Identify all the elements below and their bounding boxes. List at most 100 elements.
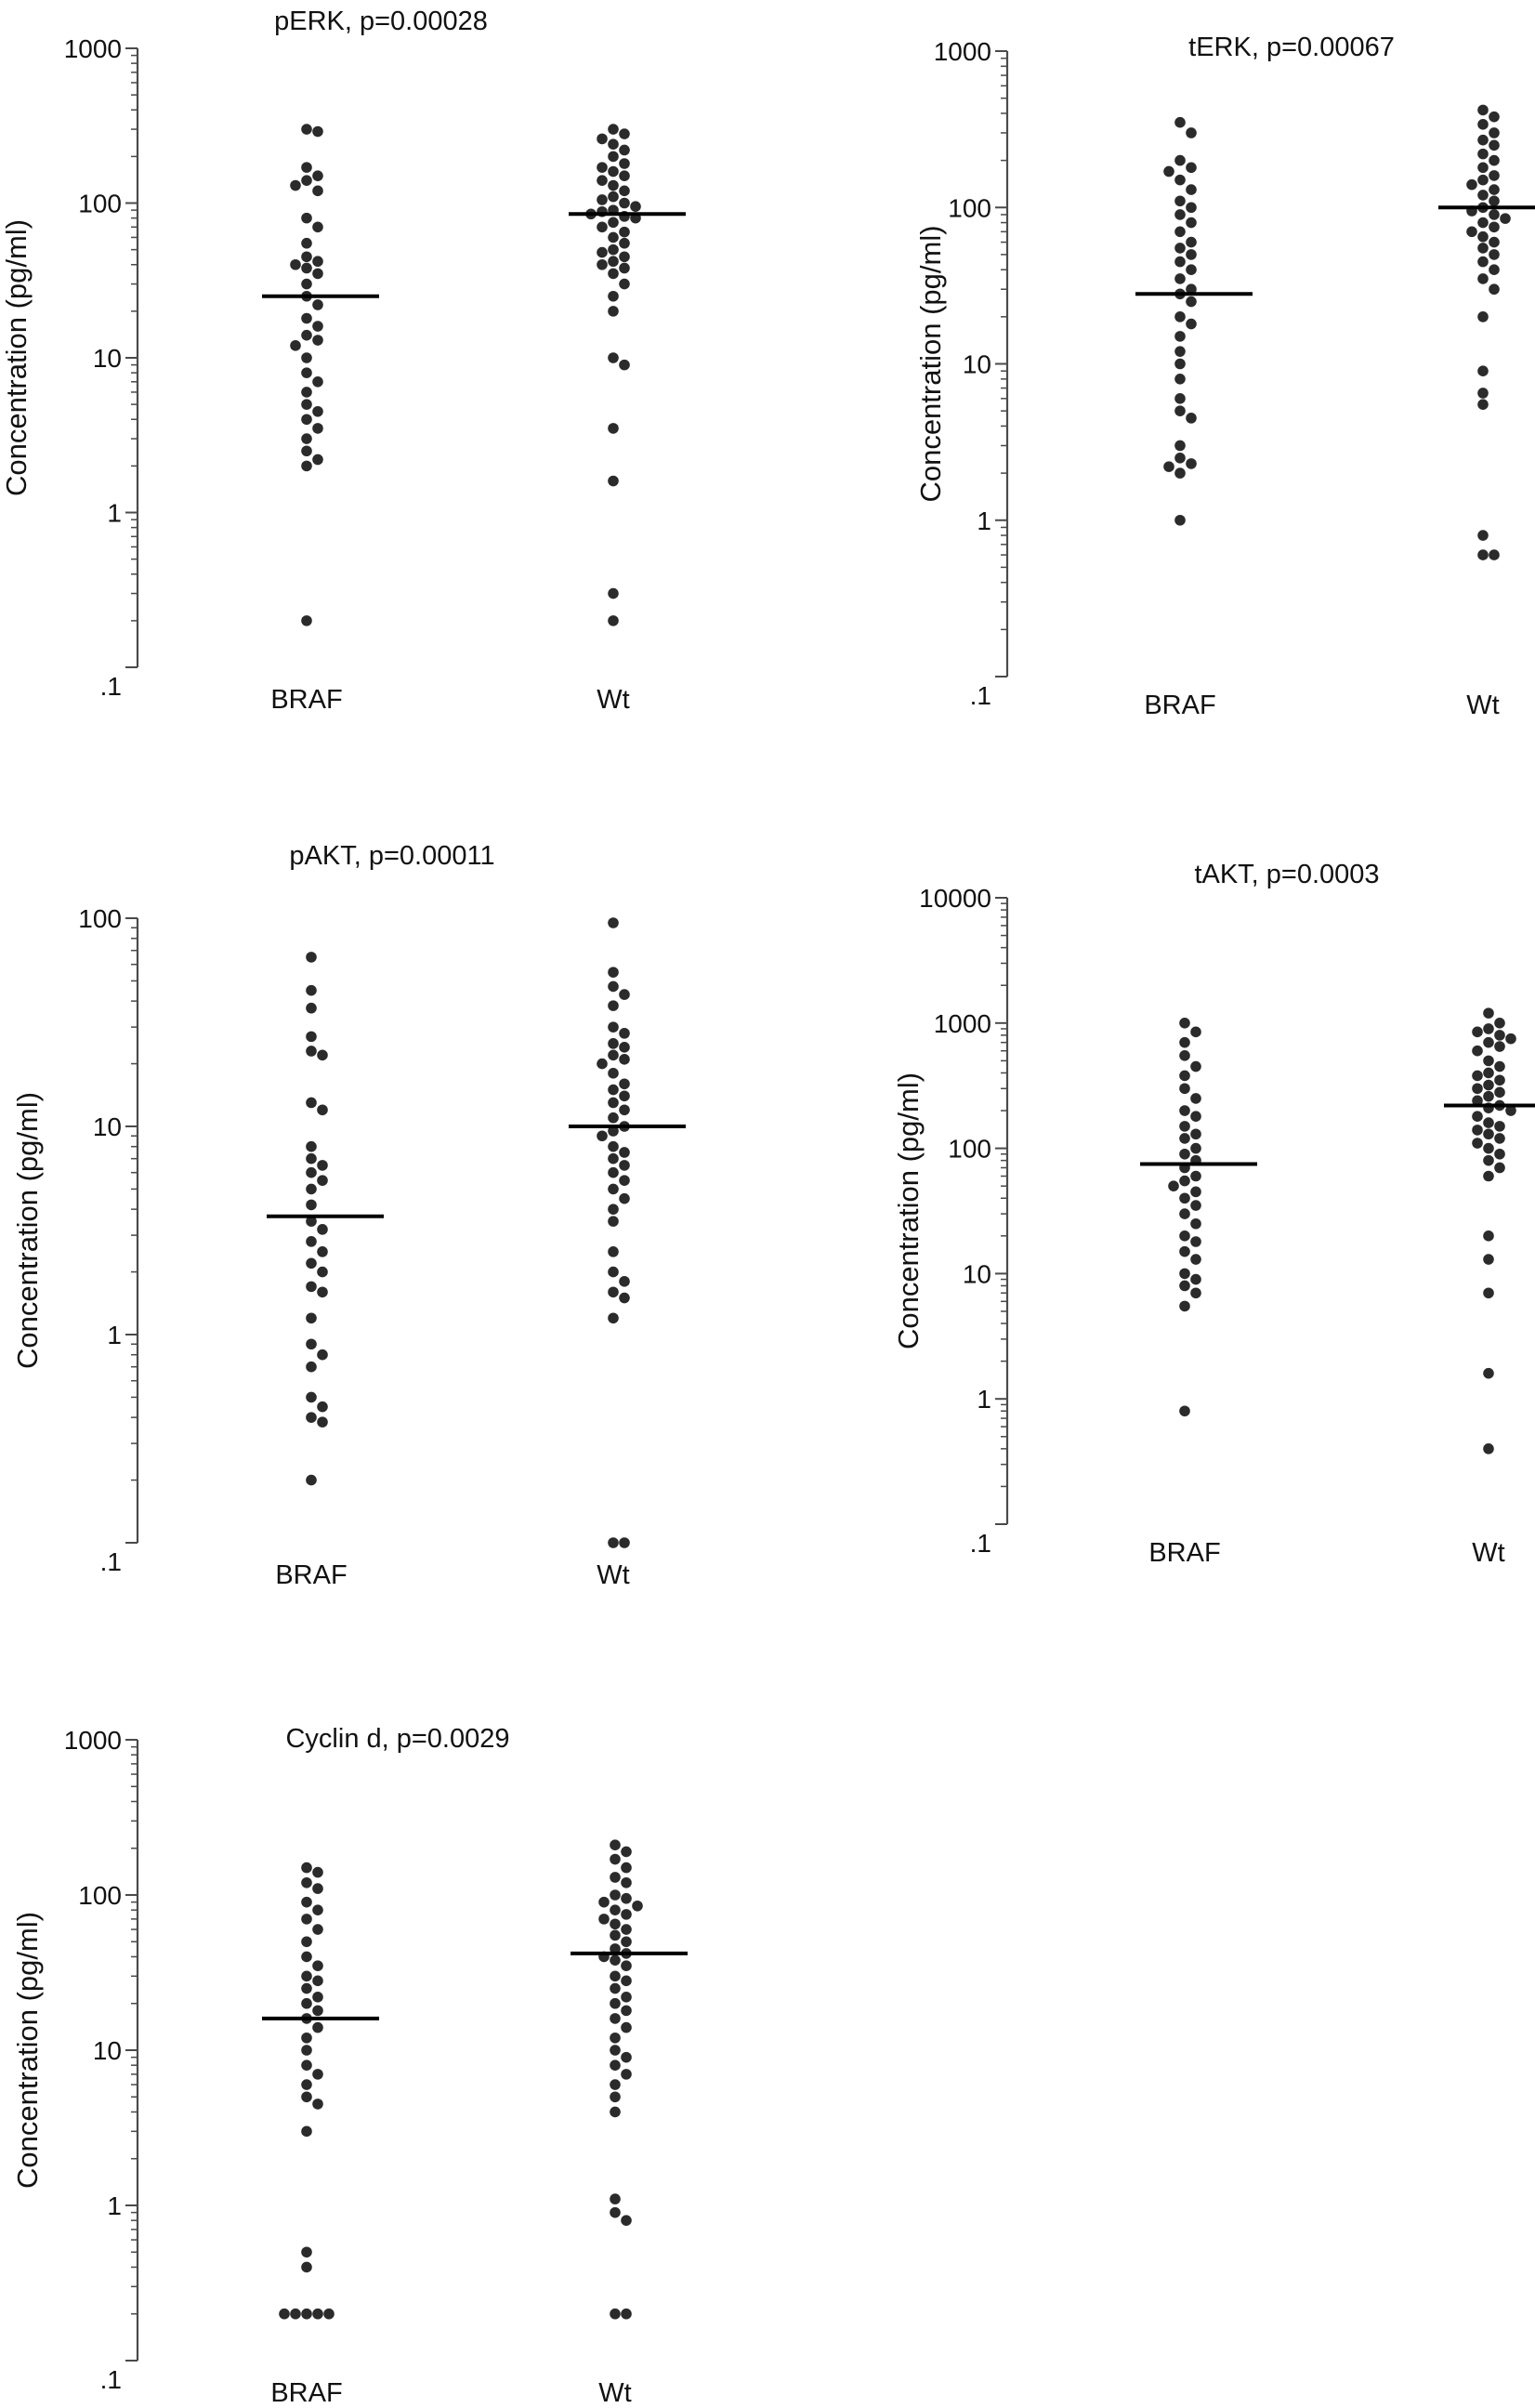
data-point — [608, 1216, 619, 1227]
x-category-label: Wt — [1466, 691, 1499, 720]
data-point — [608, 1204, 619, 1215]
data-point — [1483, 1036, 1494, 1048]
data-point — [619, 170, 630, 181]
data-point — [610, 1872, 621, 1883]
data-point — [306, 1361, 317, 1373]
y-axis-label: Concentration (pg/ml) — [892, 1072, 925, 1349]
data-point — [312, 185, 323, 197]
data-point — [317, 1104, 328, 1116]
data-point — [301, 1876, 312, 1888]
data-point — [1472, 1095, 1483, 1107]
data-point — [621, 1960, 632, 1971]
data-point — [621, 2215, 632, 2226]
y-tick-label: .1 — [970, 1529, 991, 1558]
data-point — [306, 1474, 317, 1486]
y-tick-label: .1 — [970, 681, 991, 710]
chart-title: tAKT, p=0.0003 — [1194, 860, 1379, 889]
data-point — [630, 201, 641, 213]
data-point — [1179, 1070, 1190, 1082]
data-point — [1472, 1125, 1483, 1136]
data-point — [1477, 119, 1489, 130]
panel-terk: tERK, p=0.00067 .1 1 10 100 1000 Concentration… — [914, 33, 1535, 720]
data-point — [306, 1097, 317, 1109]
data-point — [301, 2045, 312, 2056]
data-point — [608, 268, 619, 280]
data-point — [619, 359, 630, 371]
data-point — [301, 329, 312, 341]
data-point — [1186, 458, 1197, 469]
data-point — [621, 2308, 632, 2320]
data-point — [1174, 331, 1186, 342]
data-point — [621, 1924, 632, 1935]
data-point — [301, 615, 312, 626]
data-point — [1505, 1105, 1516, 1116]
data-point — [1472, 1083, 1483, 1095]
data-point — [1186, 264, 1197, 276]
data-point — [608, 1125, 619, 1137]
data-point — [306, 1412, 317, 1423]
data-point — [1174, 514, 1186, 526]
data-point — [610, 2059, 621, 2071]
data-point — [301, 237, 312, 249]
data-point — [290, 258, 301, 270]
data-point — [1483, 1230, 1494, 1242]
data-point — [1190, 1236, 1201, 1247]
data-point — [306, 1046, 317, 1057]
data-point — [1483, 1055, 1494, 1067]
data-point — [1174, 174, 1186, 186]
data-point — [1186, 162, 1197, 174]
data-point — [301, 124, 312, 135]
y-tick-label: 100 — [948, 193, 991, 222]
data-point — [619, 1042, 630, 1053]
data-point — [610, 1970, 621, 1982]
data-point — [1179, 1230, 1190, 1242]
data-point — [1483, 1367, 1494, 1379]
data-point — [610, 1929, 621, 1941]
data-point — [608, 1068, 619, 1079]
data-point — [306, 1166, 317, 1178]
data-point — [1494, 1121, 1505, 1132]
data-point — [1477, 311, 1489, 322]
data-point — [608, 1097, 619, 1109]
data-point — [1179, 1280, 1190, 1292]
data-point — [610, 1982, 621, 1994]
data-point — [301, 2125, 312, 2138]
data-point — [1466, 178, 1477, 191]
data-point — [608, 1286, 619, 1298]
data-point — [1174, 273, 1186, 284]
data-point — [312, 1866, 323, 1878]
data-point — [619, 1276, 630, 1287]
data-point — [1190, 1128, 1201, 1140]
data-point — [619, 158, 630, 169]
data-point — [1179, 1300, 1190, 1312]
data-point — [317, 1266, 328, 1278]
data-point — [306, 952, 317, 963]
data-point — [619, 128, 630, 139]
data-point — [306, 1257, 317, 1270]
x-category-label: BRAF — [1144, 691, 1215, 720]
data-point — [317, 1224, 328, 1235]
data-point — [610, 2091, 621, 2103]
data-point — [1483, 1067, 1494, 1079]
data-point — [1477, 273, 1489, 284]
data-point — [1483, 1154, 1494, 1166]
data-point — [1186, 249, 1197, 260]
data-point — [621, 1975, 632, 1987]
data-point — [619, 1292, 630, 1304]
data-point — [1179, 1245, 1190, 1257]
data-point — [610, 2045, 621, 2056]
y-axis-label: Concentration (pg/ml) — [11, 1092, 44, 1369]
data-point — [608, 165, 619, 178]
data-point — [301, 1896, 312, 1908]
data-point — [597, 246, 608, 258]
data-point — [1190, 1142, 1201, 1154]
y-tick-label: 10000 — [919, 884, 991, 913]
data-point — [1472, 1070, 1483, 1082]
data-point — [610, 1889, 621, 1901]
data-point — [1190, 1200, 1201, 1211]
data-point — [1494, 1086, 1505, 1099]
data-point — [608, 615, 619, 626]
data-point — [1483, 1090, 1494, 1102]
data-point — [301, 367, 312, 378]
y-tick-label: .1 — [100, 672, 122, 701]
